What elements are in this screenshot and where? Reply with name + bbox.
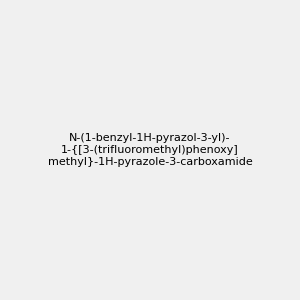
Text: N-(1-benzyl-1H-pyrazol-3-yl)-
1-{[3-(trifluoromethyl)phenoxy]
methyl}-1H-pyrazol: N-(1-benzyl-1H-pyrazol-3-yl)- 1-{[3-(tri…: [48, 134, 252, 166]
